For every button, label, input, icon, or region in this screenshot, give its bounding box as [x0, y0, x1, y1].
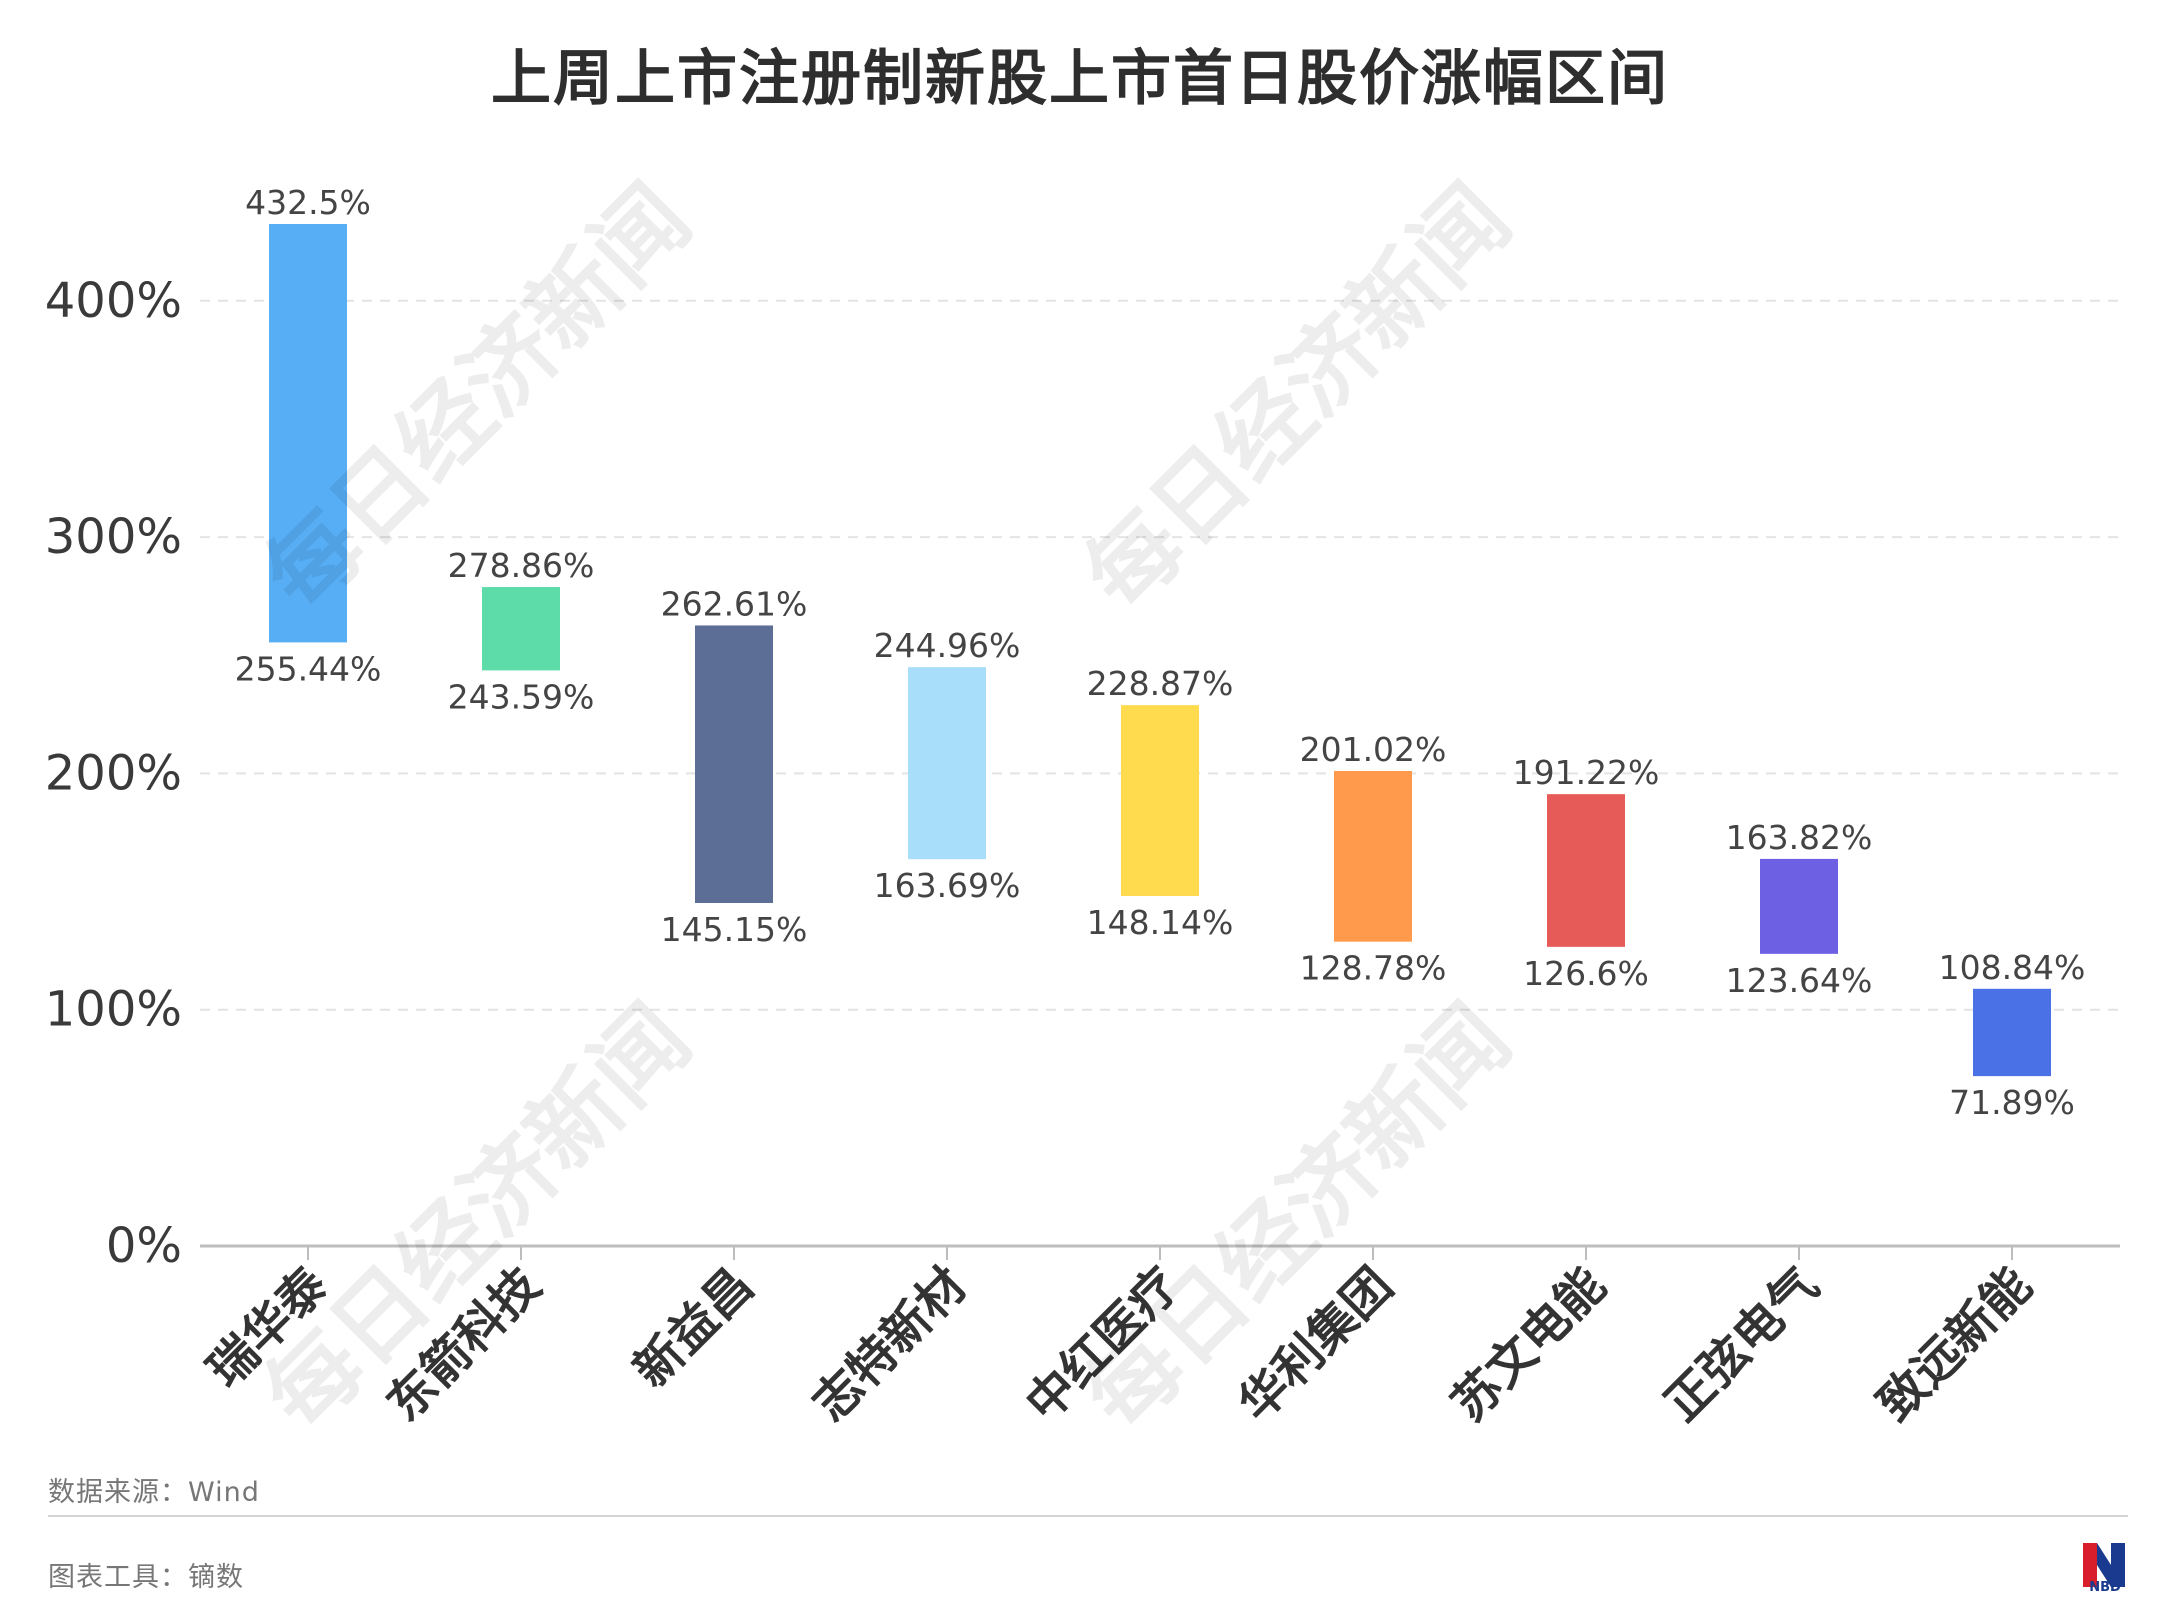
high-value-label: 191.22% — [1513, 753, 1660, 792]
bar-苏文电能 — [1547, 794, 1625, 947]
low-value-label: 255.44% — [235, 649, 382, 688]
high-value-label: 228.87% — [1087, 664, 1234, 703]
bar-瑞华泰 — [269, 224, 347, 643]
bar-华利集团 — [1334, 770, 1412, 942]
low-value-label: 243.59% — [448, 677, 595, 716]
nbd-logo-text: NBD — [2089, 1580, 2121, 1595]
high-value-label: 201.02% — [1300, 730, 1447, 769]
category-label: 志特新材 — [802, 1257, 977, 1432]
axes: 0% 100% 200% 300% 400% — [45, 273, 2120, 1274]
category-label: 正弦电气 — [1654, 1257, 1829, 1432]
low-value-label: 163.69% — [874, 866, 1021, 905]
bar-志特新材 — [908, 667, 986, 860]
high-value-label: 163.82% — [1726, 818, 1873, 857]
bars — [269, 224, 2051, 1077]
y-tick-label: 400% — [45, 273, 182, 329]
low-value-label: 148.14% — [1087, 903, 1234, 942]
nbd-logo-icon — [2083, 1543, 2125, 1587]
y-tick-label: 0% — [106, 1218, 182, 1274]
y-tick-label: 200% — [45, 745, 182, 801]
category-label: 苏文电能 — [1441, 1257, 1616, 1432]
low-value-label: 71.89% — [1949, 1083, 2075, 1122]
category-label: 新益昌 — [623, 1257, 764, 1398]
low-value-label: 126.6% — [1523, 954, 1649, 993]
value-labels: 432.5% 255.44% 278.86% 243.59% 262.61% 145.15… — [235, 183, 2086, 1122]
bar-致远新能 — [1973, 988, 2051, 1077]
watermark-text: 每日经济新闻 — [1065, 165, 1531, 631]
high-value-label: 262.61% — [661, 584, 808, 623]
y-tick-label: 100% — [45, 982, 182, 1038]
chart-tool-note: 图表工具：镝数 — [48, 1562, 244, 1593]
bar-新益昌 — [695, 625, 773, 904]
bar-东箭科技 — [482, 587, 560, 671]
bar-中红医疗 — [1121, 705, 1199, 896]
footer-divider — [48, 1515, 2128, 1517]
high-value-label: 278.86% — [448, 546, 595, 585]
low-value-label: 145.15% — [661, 910, 808, 949]
y-tick-label: 300% — [45, 509, 182, 565]
category-label: 致远新能 — [1867, 1257, 2042, 1432]
low-value-label: 123.64% — [1726, 961, 1873, 1000]
chart-title: 上周上市注册制新股上市首日股价涨幅区间 — [491, 44, 1669, 114]
watermark-text: 每日经济新闻 — [245, 985, 711, 1451]
high-value-label: 108.84% — [1939, 948, 2086, 987]
high-value-label: 432.5% — [245, 183, 371, 222]
data-source-note: 数据来源：Wind — [48, 1477, 260, 1508]
low-value-label: 128.78% — [1300, 949, 1447, 988]
high-value-label: 244.96% — [874, 626, 1021, 665]
bar-正弦电气 — [1760, 858, 1838, 954]
